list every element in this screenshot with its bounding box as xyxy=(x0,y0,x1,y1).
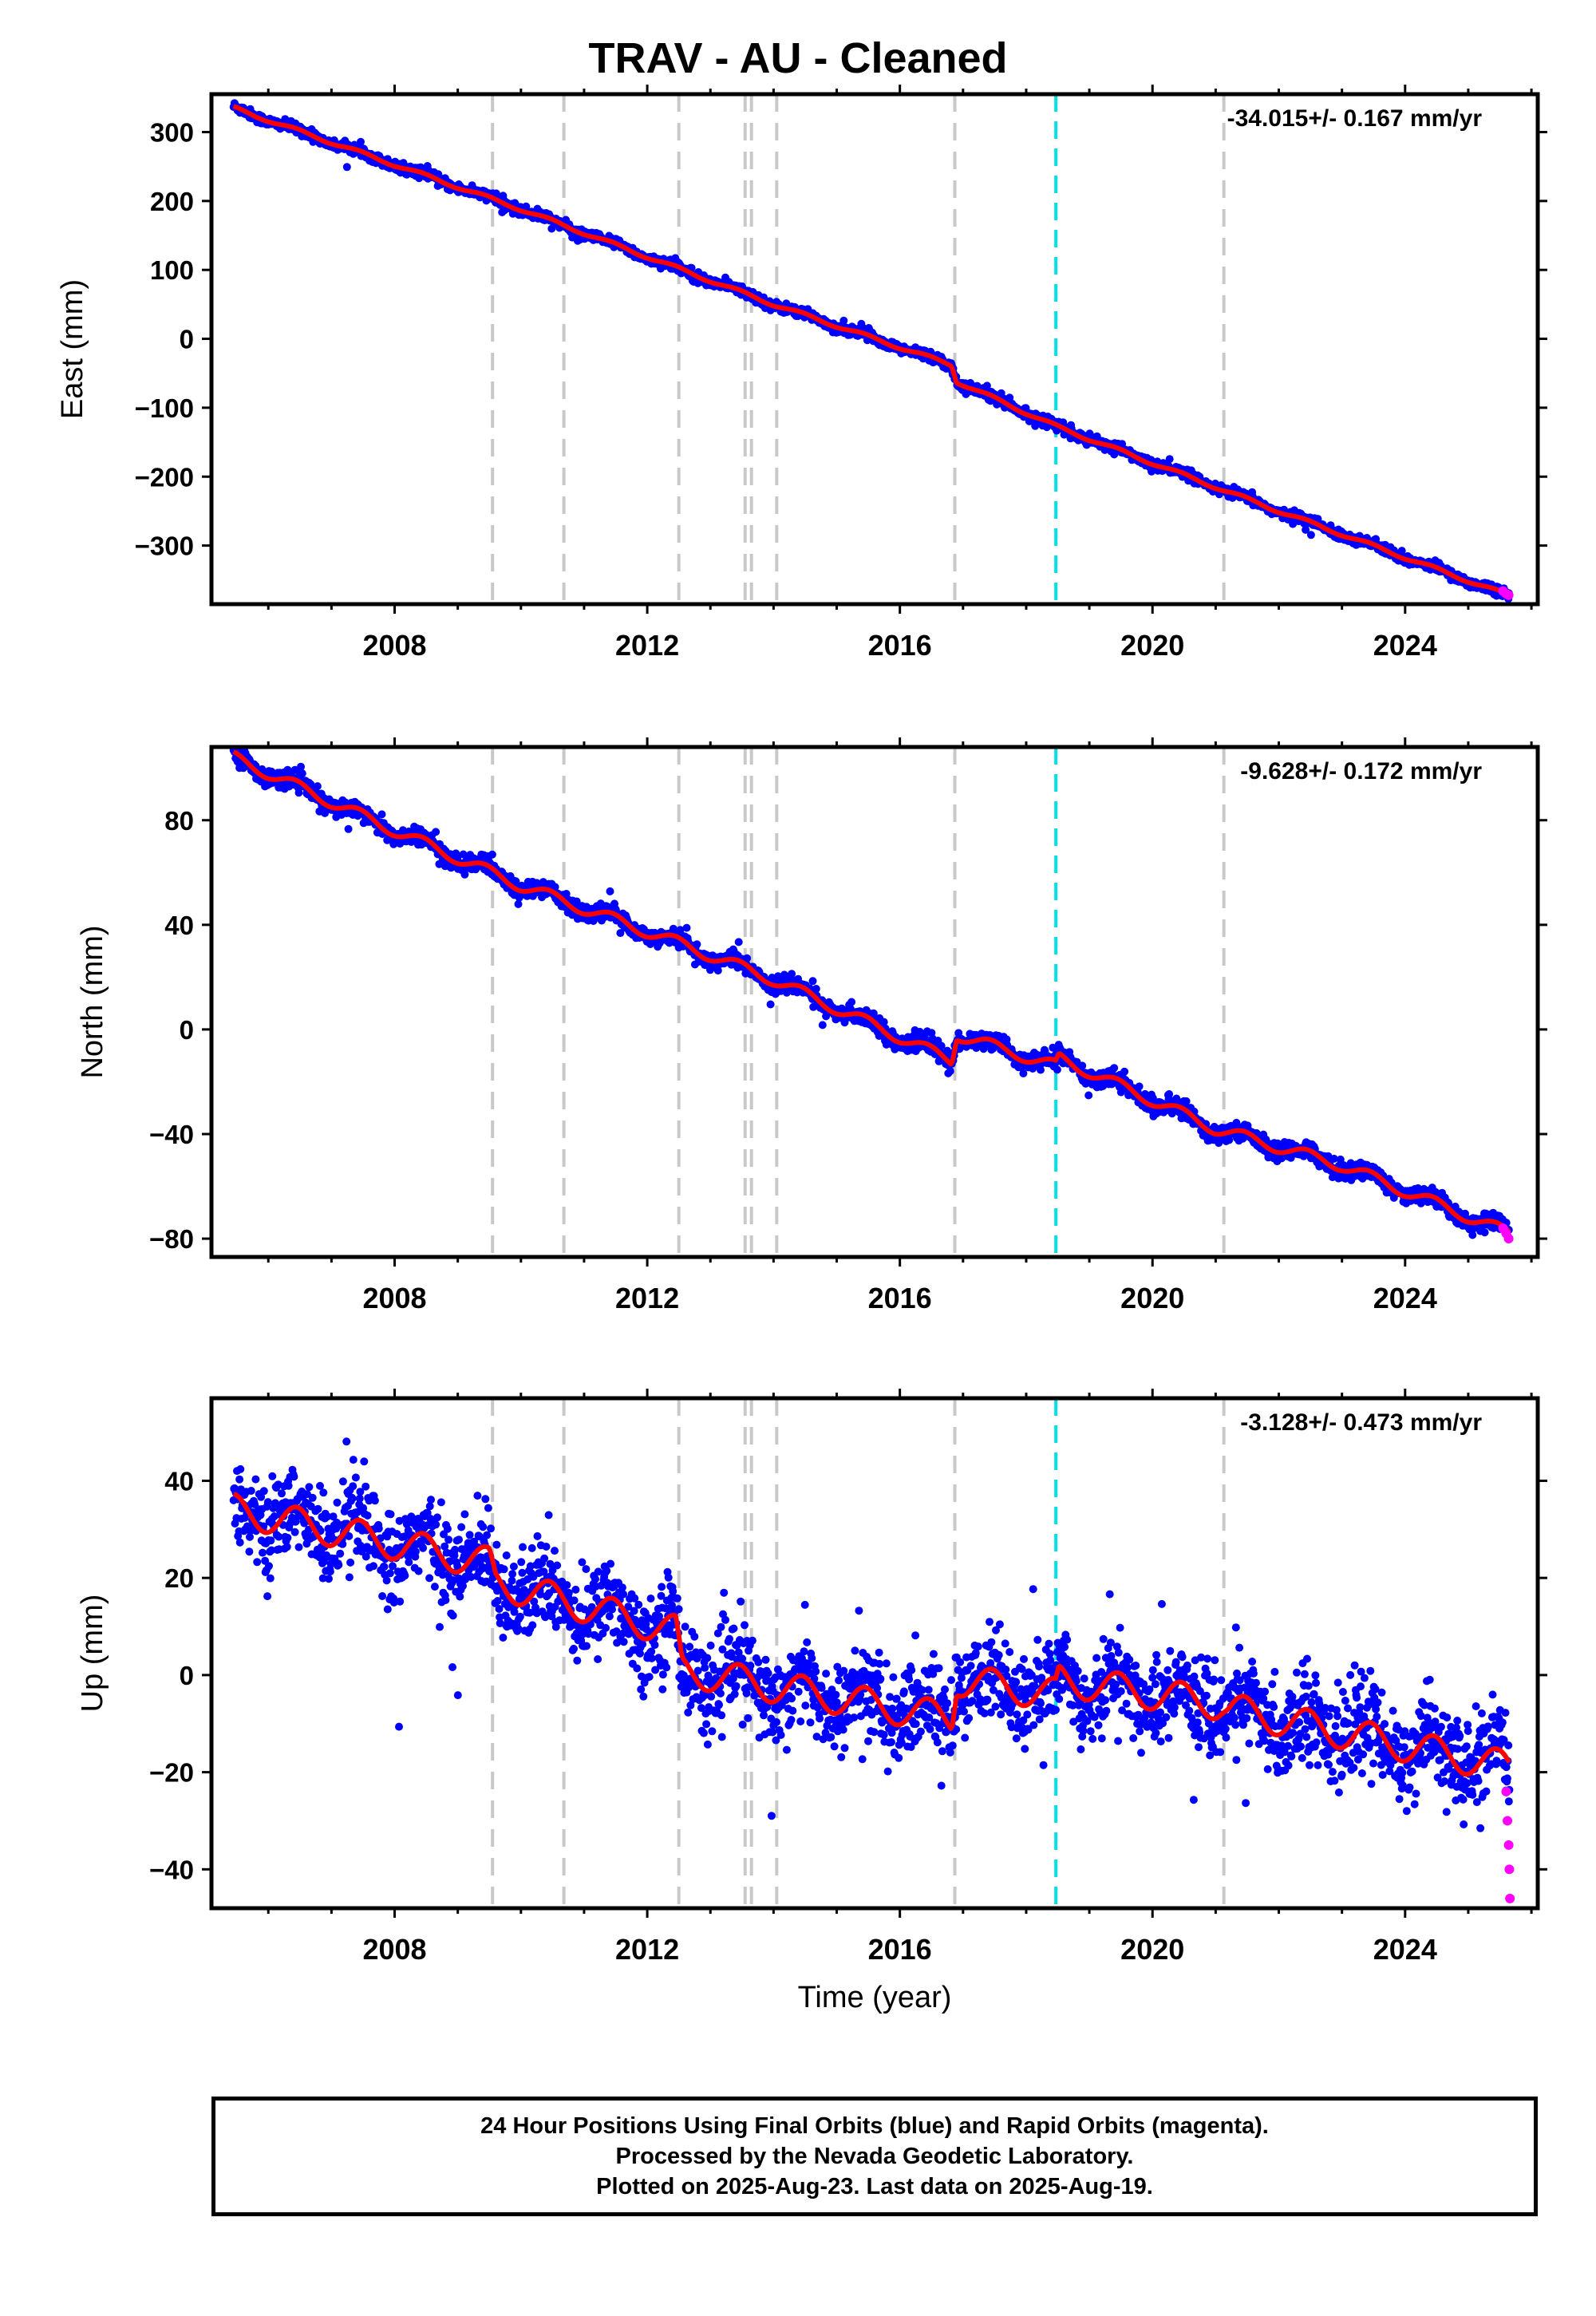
east-ytick-label: 200 xyxy=(150,187,194,216)
east-model-line xyxy=(232,104,1511,598)
east-ytick-label: −300 xyxy=(135,532,194,561)
east-xtick-label: 2008 xyxy=(362,629,426,662)
north-plot-area xyxy=(229,747,1514,1257)
north-data-point xyxy=(734,938,743,947)
east-ylabel: East (mm) xyxy=(56,279,89,419)
north-data-point xyxy=(1053,1065,1061,1074)
north-data-point xyxy=(1120,1067,1129,1076)
north-data-point xyxy=(713,966,722,975)
east-data-point xyxy=(1306,531,1315,539)
north-data-point xyxy=(294,788,303,797)
east-ytick-label: 300 xyxy=(150,117,194,147)
north-data-point xyxy=(946,1067,954,1076)
north-data-point xyxy=(766,1000,775,1009)
east-frame xyxy=(209,92,1540,607)
north-data-point xyxy=(1110,1064,1119,1073)
north-data-point xyxy=(847,998,856,1006)
north-data-point xyxy=(682,923,691,932)
north-data-point xyxy=(1135,1082,1144,1091)
north-data-point xyxy=(808,977,817,986)
east-data-point xyxy=(342,163,351,172)
east-xtick-label: 2024 xyxy=(1373,629,1437,662)
north-data-point xyxy=(313,782,322,791)
north-data-point xyxy=(1037,1065,1045,1074)
north-data-point xyxy=(1084,1091,1093,1100)
north-data-point xyxy=(297,762,305,771)
east-rate-label: -34.015+/- 0.167 mm/yr xyxy=(1227,105,1483,132)
east-rapid-point xyxy=(1503,590,1514,600)
chart-canvas: 300 200 100 0 −100 −200 −300 2008 2012 2016 2020 20… xyxy=(56,85,1547,2014)
east-data-point xyxy=(1118,440,1127,449)
east-plot-area xyxy=(229,94,1514,604)
north-data-point xyxy=(377,810,386,819)
north-data-point xyxy=(432,828,440,836)
east-data-point xyxy=(357,137,365,146)
east-data-point xyxy=(1005,393,1014,402)
east-ytick-label: −100 xyxy=(135,393,194,423)
north-data-point xyxy=(818,1021,827,1030)
page-title: TRAV - AU - Cleaned xyxy=(588,34,1008,82)
east-data-point xyxy=(1165,455,1174,464)
east-rapid-points xyxy=(1498,586,1514,600)
east-panel: 300 200 100 0 −100 −200 −300 2008 2012 2016 2020 20… xyxy=(56,85,1547,662)
north-data-point xyxy=(344,824,353,833)
north-data-point xyxy=(1078,1061,1087,1070)
north-data-point xyxy=(693,940,701,949)
north-data-point xyxy=(298,769,306,778)
north-final-points xyxy=(229,747,1514,1243)
east-ytick-label: −200 xyxy=(135,462,194,492)
north-data-point xyxy=(488,850,496,859)
north-data-point xyxy=(606,887,614,895)
east-ytick-label: 100 xyxy=(150,255,194,285)
east-xtick-label: 2016 xyxy=(868,629,932,662)
east-ytick-label: 0 xyxy=(180,325,194,354)
north-data-point xyxy=(321,808,330,817)
east-data-point xyxy=(839,316,848,325)
north-data-point xyxy=(788,970,796,978)
east-xtick-label: 2012 xyxy=(615,629,679,662)
north-data-point xyxy=(812,985,820,993)
east-xtick-label: 2020 xyxy=(1120,629,1184,662)
